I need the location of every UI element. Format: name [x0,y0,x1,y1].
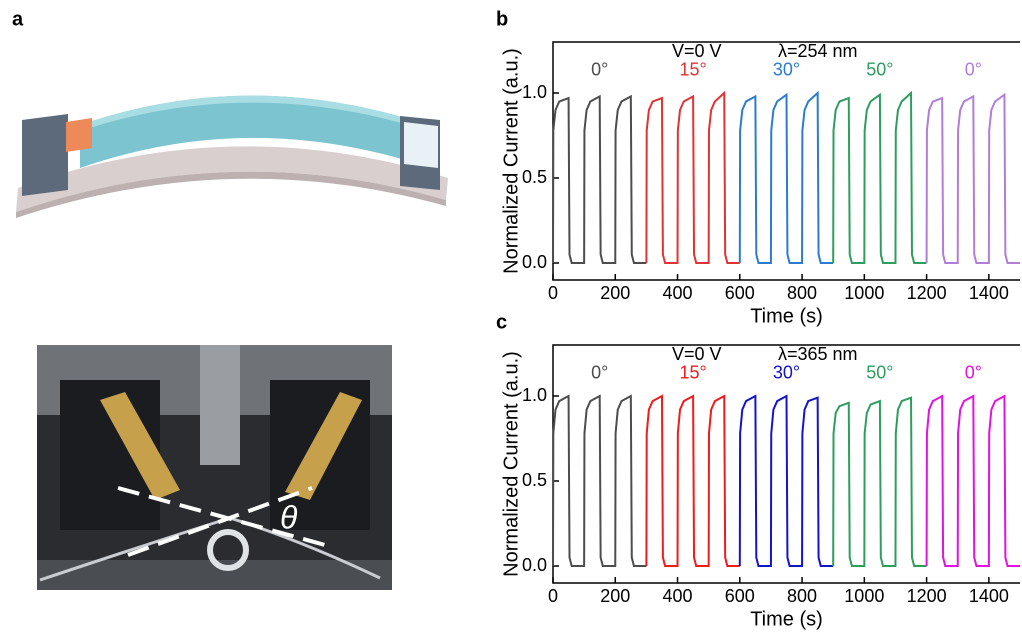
series-line [738,90,834,264]
y-tick-label: 0.5 [522,470,547,490]
y-tick-label: 0.0 [522,555,547,575]
substrate [16,146,448,212]
contact [66,118,92,152]
angle-line [117,486,326,547]
series-label: 50° [866,60,893,80]
panel-label: a [12,8,24,30]
x-tick-label: 1200 [907,283,947,303]
substrate-edge [16,171,446,218]
y-tick-label: 0.0 [522,252,547,272]
y-tick-label: 1.0 [522,385,547,405]
contact [404,122,438,168]
series-label: 15° [679,60,706,80]
series-line [925,394,1020,567]
x-tick-label: 0 [548,283,558,303]
x-tick-label: 800 [787,586,817,606]
series-line [925,92,1020,264]
series-line [832,396,927,567]
fiber-loop [207,529,249,571]
x-tick-label: 1000 [844,283,884,303]
x-axis-title: Time (s) [750,305,823,327]
x-tick-label: 200 [600,283,630,303]
photo-stage [37,560,392,590]
series-label: 50° [866,363,893,383]
x-tick-label: 400 [663,283,693,303]
series-label: 15° [679,363,706,383]
y-axis-title: Normalized Current (a.u.) [500,48,522,274]
x-tick-label: 1200 [907,586,947,606]
x-axis-title: Time (s) [750,608,823,630]
series-line [552,394,647,567]
series-label: 0° [591,60,608,80]
photo: θ [37,345,392,590]
annotation: λ=254 nm [778,41,858,61]
x-tick-label: 200 [600,586,630,606]
angle-label: θ [280,499,298,535]
series-line [832,90,927,264]
x-tick-label: 400 [663,586,693,606]
channel-top [80,95,405,131]
gold-rod [100,392,180,500]
y-tick-label: 0.5 [522,167,547,187]
x-tick-label: 1000 [844,586,884,606]
chart: 0 200 400 600 800 1000 1200 1400 0.0 0.5 1.0 Time (… [500,344,1020,630]
device-illustration [16,95,448,218]
series-label: 0° [591,363,608,383]
annotation: V=0 V [672,344,722,364]
x-tick-label: 800 [787,283,817,303]
series-label: 0° [965,363,982,383]
x-tick-label: 600 [725,283,755,303]
x-tick-label: 1400 [969,283,1009,303]
photo-post [200,345,240,465]
angle-line [127,486,313,557]
series-label: 0° [965,60,982,80]
chart: 0 200 400 600 800 1000 1200 1400 0.0 0.5 1.0 Time (… [500,41,1020,327]
y-axis-title: Normalized Current (a.u.) [500,351,522,577]
channel [80,95,405,168]
series-line [738,394,834,567]
x-tick-label: 600 [725,586,755,606]
annotation: λ=365 nm [778,344,858,364]
series-label: 30° [773,60,800,80]
electrode [22,114,68,196]
y-tick-label: 1.0 [522,82,547,102]
series-line [645,90,740,264]
series-line [552,94,647,264]
annotation: V=0 V [672,41,722,61]
x-tick-label: 1400 [969,586,1009,606]
panel-label: b [496,8,508,30]
gold-rod [285,392,362,500]
series-line [645,394,740,567]
series-label: 30° [773,363,800,383]
panel-label: c [496,311,507,333]
x-tick-label: 0 [548,586,558,606]
